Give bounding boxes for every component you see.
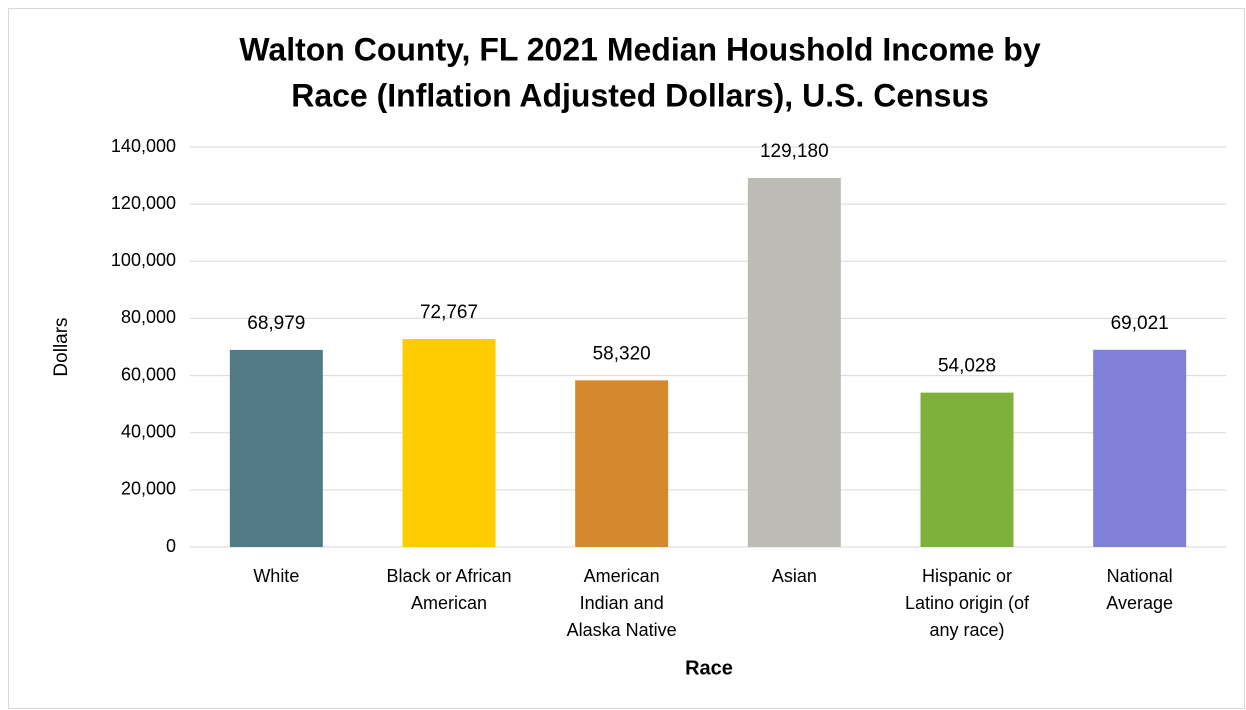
data-label: 69,021 — [1111, 313, 1169, 334]
bar — [575, 380, 669, 547]
y-tick-label: 100,000 — [111, 250, 176, 270]
bar — [1093, 349, 1187, 547]
data-label: 54,028 — [938, 356, 996, 377]
x-tick-label: Hispanic or — [922, 566, 1012, 586]
y-tick-label: 0 — [166, 536, 176, 556]
bar — [229, 349, 323, 547]
x-tick-label: Alaska Native — [567, 620, 677, 640]
x-tick-label: American — [411, 593, 487, 613]
bar — [920, 392, 1014, 547]
y-axis-title: Dollars — [51, 317, 72, 376]
data-label: 129,180 — [760, 141, 829, 162]
x-tick-label: White — [253, 566, 299, 586]
y-tick-label: 80,000 — [121, 307, 176, 327]
x-tick-label: American — [584, 566, 660, 586]
x-tick-label: Indian and — [580, 593, 664, 613]
chart-title: Walton County, FL 2021 Median Houshold I… — [239, 31, 1040, 67]
x-tick-label: Latino origin (of — [905, 593, 1030, 613]
x-tick-label: Black or African — [386, 566, 511, 586]
x-axis-title: Race — [685, 657, 733, 679]
chart-frame — [8, 8, 1245, 709]
x-tick-label: any race) — [929, 620, 1004, 640]
y-tick-label: 60,000 — [121, 364, 176, 384]
data-label: 68,979 — [247, 313, 305, 334]
y-tick-label: 40,000 — [121, 421, 176, 441]
bar — [747, 177, 841, 547]
bar — [402, 339, 496, 547]
x-tick-label: Asian — [772, 566, 817, 586]
x-tick-label: National — [1107, 566, 1173, 586]
y-tick-label: 140,000 — [111, 136, 176, 156]
chart-title: Race (Inflation Adjusted Dollars), U.S. … — [291, 77, 989, 113]
x-tick-label: Average — [1106, 593, 1173, 613]
data-label: 72,767 — [420, 302, 478, 323]
y-tick-label: 20,000 — [121, 479, 176, 499]
data-label: 58,320 — [593, 343, 651, 364]
y-tick-label: 120,000 — [111, 193, 176, 213]
